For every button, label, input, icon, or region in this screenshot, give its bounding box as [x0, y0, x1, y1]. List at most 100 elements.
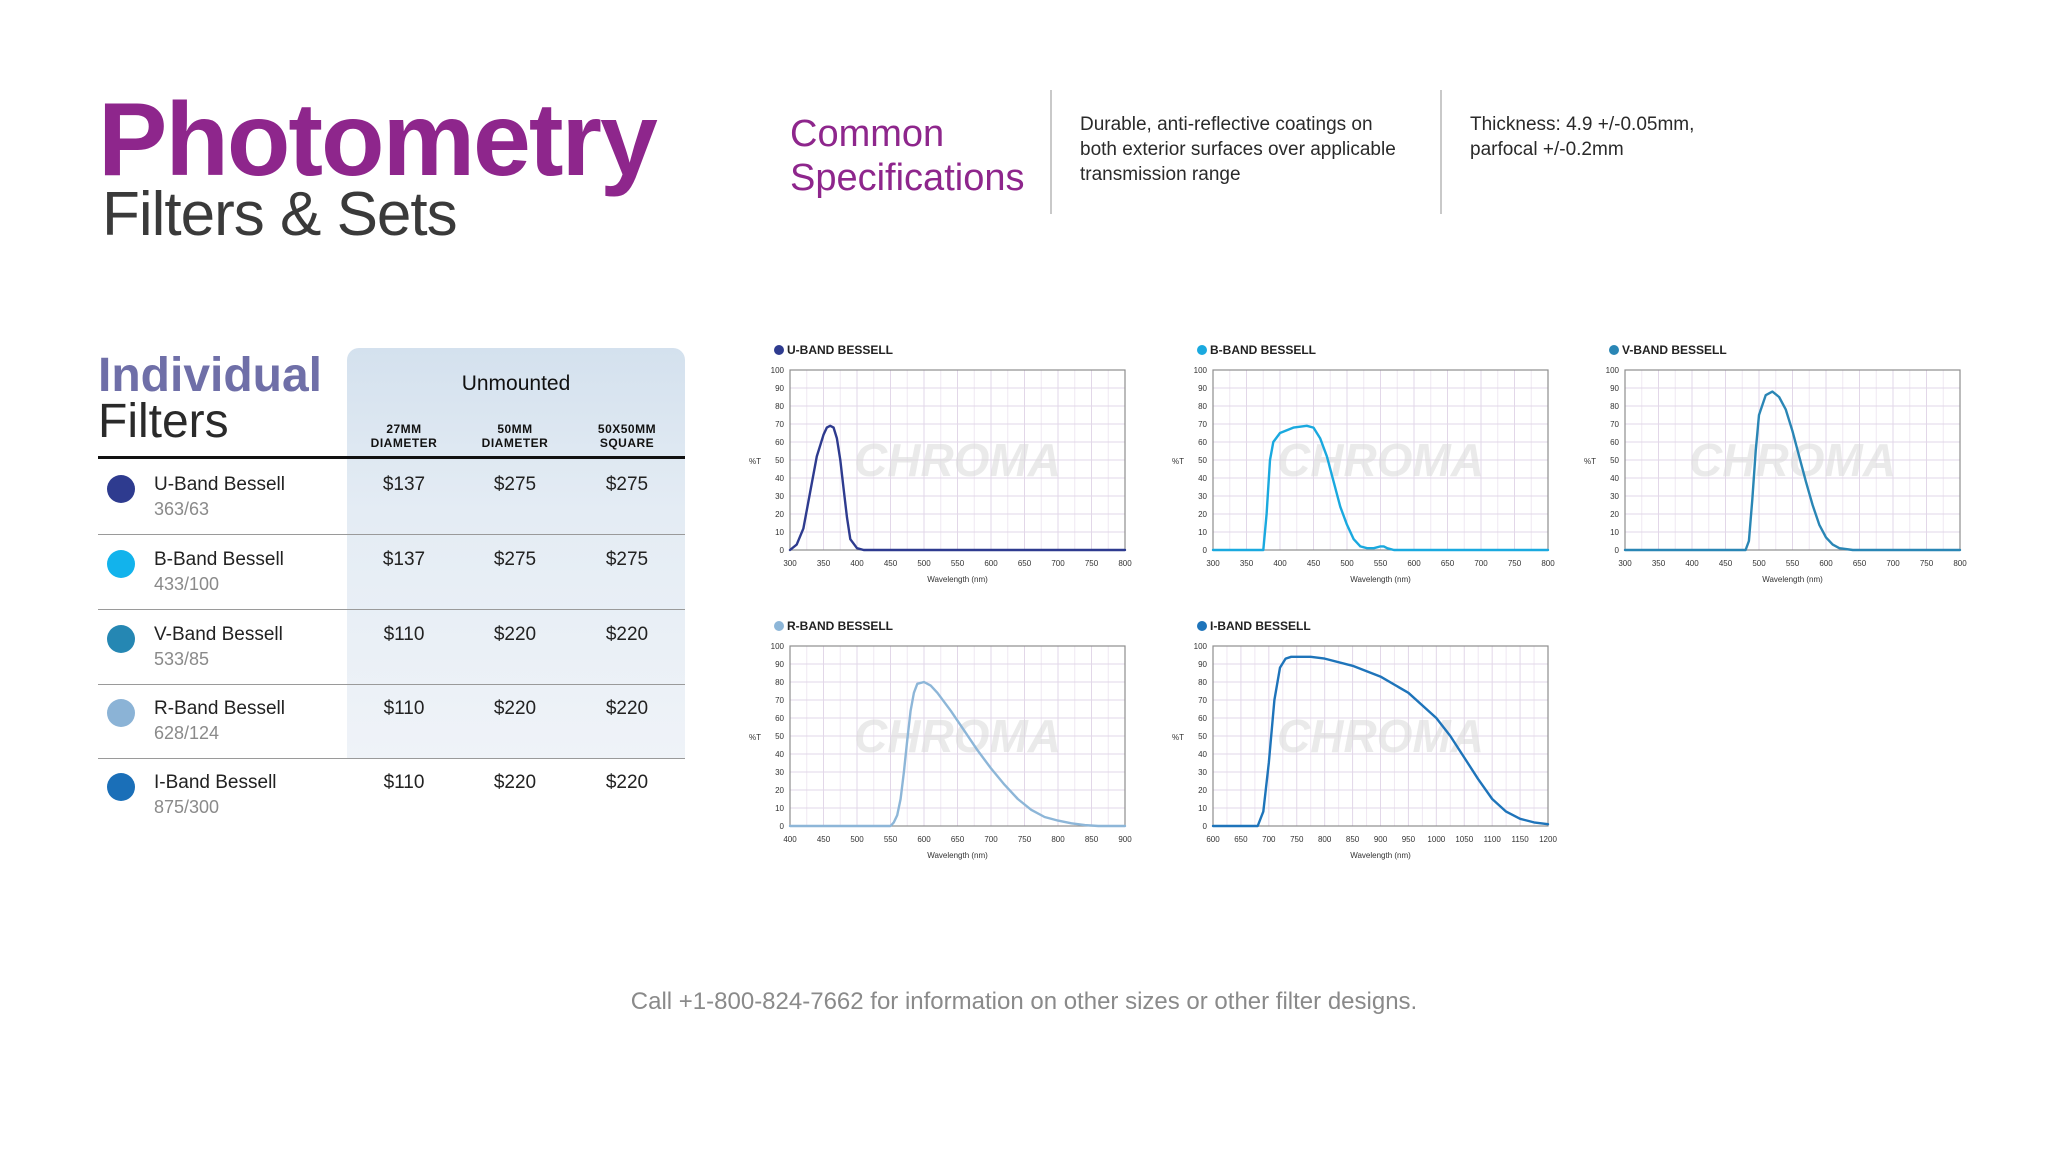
plot-frame [1624, 369, 1961, 551]
price-cell: $137 [382, 474, 426, 495]
x-axis-label: Wavelength (nm) [927, 575, 988, 584]
plot-frame [789, 645, 1126, 827]
y-tick-label: 100 [771, 642, 785, 651]
band-color-dot [107, 475, 135, 503]
x-tick-label: 450 [817, 835, 831, 844]
x-tick-label: 550 [1374, 559, 1388, 568]
watermark: CHROMA [854, 434, 1061, 486]
price-cell: $137 [382, 549, 426, 570]
x-axis-label: Wavelength (nm) [1350, 575, 1411, 584]
y-tick-label: 90 [775, 384, 784, 393]
y-tick-label: 50 [1198, 456, 1207, 465]
price-cell: $110 [383, 698, 425, 719]
band-color-dot [107, 699, 135, 727]
y-tick-label: 30 [775, 768, 784, 777]
y-tick-label: 90 [1610, 384, 1619, 393]
filter-name: B-Band Bessell [154, 549, 284, 570]
filter-name: V-Band Bessell [154, 624, 283, 645]
spec-divider [1440, 90, 1442, 214]
watermark: CHROMA [1277, 434, 1484, 486]
band-color-dot [107, 550, 135, 578]
price-cell: $275 [493, 549, 537, 570]
table-header-rule [98, 456, 685, 459]
band-color-dot [107, 773, 135, 801]
transmission-chart: U-BAND BESSELL CHROMA 0 10 20 30 40 50 60 70 80 90 1… [749, 343, 1132, 584]
column-header-line: 50MM [497, 422, 533, 436]
column-header-50mm: 50MM DIAMETER [460, 422, 570, 450]
x-tick-label: 400 [1685, 559, 1699, 568]
x-tick-label: 1000 [1427, 835, 1445, 844]
y-tick-label: 10 [1198, 804, 1207, 813]
x-tick-label: 1150 [1511, 835, 1529, 844]
y-tick-label: 30 [1198, 492, 1207, 501]
chart-title: B-BAND BESSELL [1210, 343, 1316, 357]
watermark: CHROMA [1689, 434, 1896, 486]
y-tick-label: 0 [780, 822, 785, 831]
x-tick-label: 600 [1819, 559, 1833, 568]
y-tick-label: 80 [1198, 402, 1207, 411]
x-tick-label: 600 [1407, 559, 1421, 568]
x-tick-label: 550 [1786, 559, 1800, 568]
price-cell: $110 [383, 624, 425, 645]
y-tick-label: 80 [1610, 402, 1619, 411]
price-cell: $220 [493, 624, 537, 645]
y-tick-label: 60 [1198, 714, 1207, 723]
x-tick-label: 500 [850, 835, 864, 844]
y-tick-label: 50 [775, 732, 784, 741]
x-tick-label: 750 [1085, 559, 1099, 568]
y-tick-label: 10 [775, 804, 784, 813]
y-tick-label: 0 [1203, 822, 1208, 831]
y-tick-label: 50 [775, 456, 784, 465]
y-tick-label: 100 [1194, 366, 1208, 375]
x-tick-label: 700 [1262, 835, 1276, 844]
x-tick-label: 450 [1719, 559, 1733, 568]
watermark: CHROMA [1277, 710, 1484, 762]
price-cell: $220 [493, 772, 537, 793]
y-tick-label: 30 [1610, 492, 1619, 501]
y-tick-label: 70 [775, 696, 784, 705]
x-tick-label: 500 [1752, 559, 1766, 568]
x-tick-label: 650 [1018, 559, 1032, 568]
x-tick-label: 350 [1240, 559, 1254, 568]
column-header-line: 50X50MM [597, 422, 657, 436]
y-tick-label: 80 [1198, 678, 1207, 687]
y-tick-label: 20 [775, 510, 784, 519]
x-tick-label: 600 [917, 835, 931, 844]
column-header-50x50mm: 50X50MM SQUARE [572, 422, 682, 450]
x-tick-label: 650 [1234, 835, 1248, 844]
y-tick-label: 40 [1610, 474, 1619, 483]
y-tick-label: 30 [1198, 768, 1207, 777]
transmission-chart: V-BAND BESSELL CHROMA 0 10 20 30 40 50 60 70 80 90 1… [1584, 343, 1967, 584]
column-header-line: DIAMETER [481, 436, 549, 450]
y-tick-label: 70 [775, 420, 784, 429]
spec-coatings-line: transmission range [1080, 164, 1241, 185]
y-axis-label: %T [1584, 457, 1596, 466]
page-subtitle: Filters & Sets [102, 180, 458, 249]
row-divider [98, 534, 685, 535]
y-tick-label: 20 [1198, 510, 1207, 519]
legend-dot [1609, 345, 1619, 355]
table-title: Individual [98, 349, 323, 402]
x-tick-label: 500 [1340, 559, 1354, 568]
x-tick-label: 500 [917, 559, 931, 568]
x-tick-label: 950 [1402, 835, 1416, 844]
y-tick-label: 0 [1615, 546, 1620, 555]
watermark: CHROMA [854, 710, 1061, 762]
x-tick-label: 400 [1273, 559, 1287, 568]
x-tick-label: 700 [984, 835, 998, 844]
y-tick-label: 40 [775, 474, 784, 483]
filter-code: 363/63 [154, 499, 210, 519]
price-cell: $220 [605, 698, 649, 719]
row-divider [98, 684, 685, 685]
x-tick-label: 850 [1085, 835, 1099, 844]
x-tick-label: 400 [850, 559, 864, 568]
x-tick-label: 800 [1541, 559, 1555, 568]
spec-thickness: Thickness: 4.9 +/-0.05mm, parfocal +/-0.… [1470, 112, 1810, 162]
spec-coatings: Durable, anti-reflective coatings on bot… [1080, 112, 1420, 187]
y-tick-label: 0 [780, 546, 785, 555]
x-tick-label: 750 [1920, 559, 1934, 568]
transmission-chart: I-BAND BESSELL CHROMA 0 10 20 30 40 50 60 70 80 90 1… [1172, 619, 1557, 860]
x-tick-label: 700 [1886, 559, 1900, 568]
x-tick-label: 900 [1374, 835, 1388, 844]
filter-code: 433/100 [154, 574, 220, 594]
